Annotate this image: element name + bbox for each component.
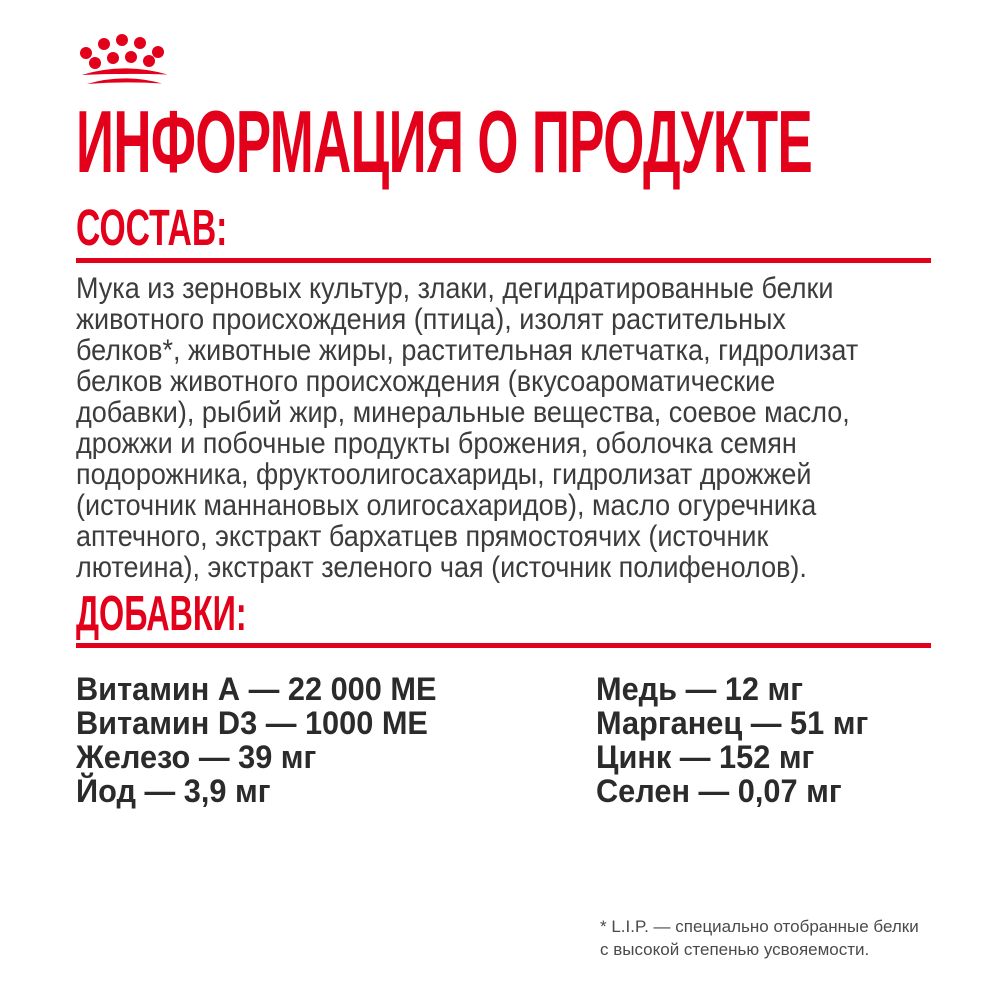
royal-canin-crown-icon <box>80 34 168 84</box>
section-divider <box>76 258 931 263</box>
additive-item: Йод — 3,9 мг <box>76 773 271 809</box>
footnote-line: * L.I.P. — специально отобранные белки <box>600 917 919 936</box>
composition-paragraph: Мука из зерновых культур, злаки, дегидра… <box>76 273 858 583</box>
footnote-line: с высокой степенью усвояемости. <box>600 940 870 959</box>
composition-line: Мука из зерновых культур, злаки, дегидра… <box>76 272 834 305</box>
composition-heading: СОСТАВ: <box>76 199 228 256</box>
section-divider <box>76 643 931 648</box>
composition-line: животного происхождения (птица), изолят … <box>76 303 786 336</box>
additive-item: Железо — 39 мг <box>76 739 317 775</box>
additives-column-left: Витамин А — 22 000 МЕ Витамин D3 — 1000 … <box>76 672 575 808</box>
composition-line: белков животного происхождения (вкусоаро… <box>76 365 776 398</box>
additive-item: Витамин А — 22 000 МЕ <box>76 671 437 707</box>
composition-line: подорожника, фруктоолигосахариды, гидрол… <box>76 458 812 491</box>
additive-item: Витамин D3 — 1000 МЕ <box>76 705 428 741</box>
composition-line: добавки), рыбий жир, минеральные веществ… <box>76 396 850 429</box>
composition-line: аптечного, экстракт бархатцев прямостояч… <box>76 520 769 553</box>
additive-item: Селен — 0,07 мг <box>596 773 842 809</box>
additives-heading: ДОБАВКИ: <box>76 587 247 641</box>
composition-line: дрожжи и побочные продукты брожения, обо… <box>76 427 797 460</box>
additive-item: Медь — 12 мг <box>596 671 804 707</box>
composition-line: белков*, животные жиры, растительная кле… <box>76 334 859 367</box>
additives-column-right: Медь — 12 мг Марганец — 51 мг Цинк — 152… <box>596 672 868 808</box>
composition-line: (источник маннановых олигосахаридов), ма… <box>76 489 817 522</box>
additive-item: Марганец — 51 мг <box>596 705 869 741</box>
additive-item: Цинк — 152 мг <box>596 739 815 775</box>
lip-footnote: * L.I.P. — специально отобранные белки с… <box>600 915 919 961</box>
composition-line: лютеина), экстракт зеленого чая (источни… <box>76 551 807 584</box>
additives-list: Витамин А — 22 000 МЕ Витамин D3 — 1000 … <box>76 672 880 808</box>
page-title: ИНФОРМАЦИЯ О ПРОДУКТЕ <box>76 92 813 191</box>
